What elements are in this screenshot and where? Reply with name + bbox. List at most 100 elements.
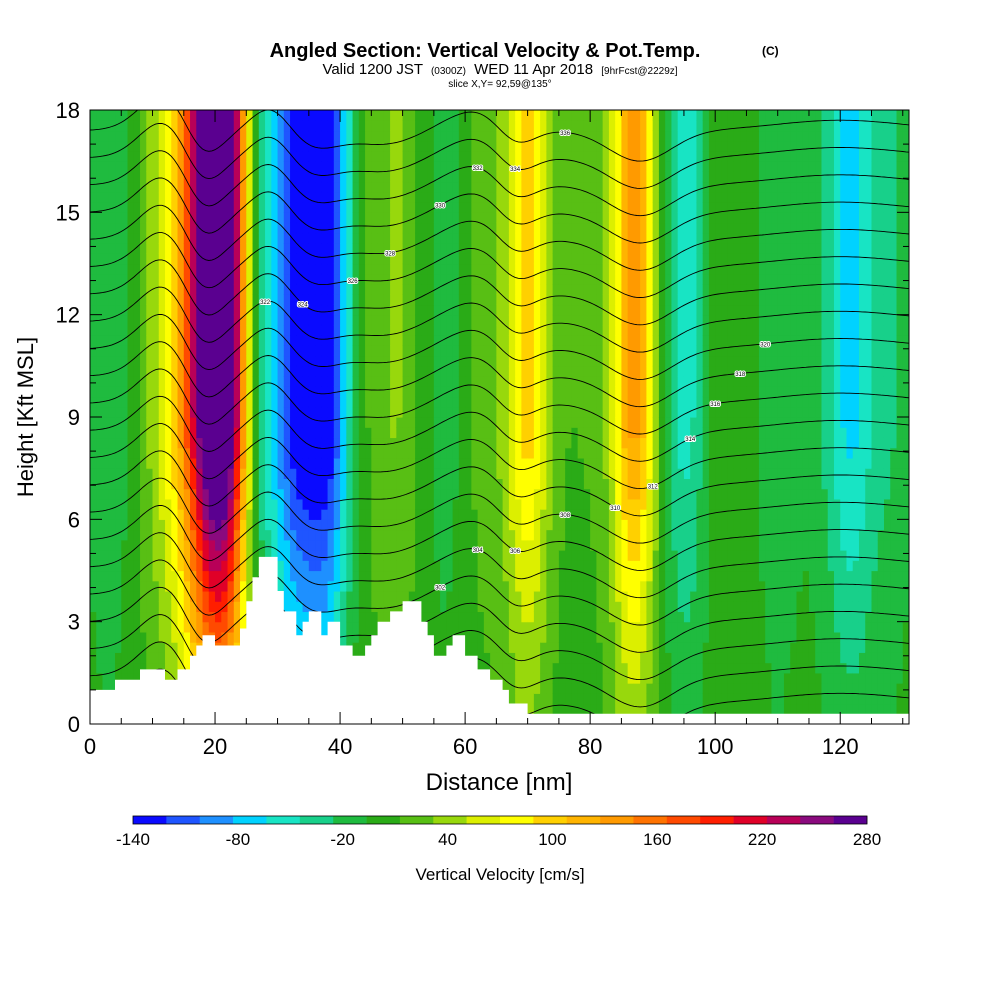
velocity-cell bbox=[315, 539, 322, 551]
velocity-cell bbox=[227, 283, 235, 295]
velocity-cell bbox=[133, 468, 141, 479]
velocity-cell bbox=[490, 642, 497, 653]
velocity-cell bbox=[558, 662, 566, 674]
velocity-cell bbox=[358, 161, 366, 172]
velocity-cell bbox=[96, 345, 104, 357]
velocity-cell bbox=[158, 447, 166, 459]
velocity-cell bbox=[277, 539, 285, 551]
velocity-cell bbox=[215, 294, 222, 306]
velocity-cell bbox=[308, 150, 316, 162]
velocity-cell bbox=[415, 283, 422, 295]
velocity-cell bbox=[302, 150, 310, 162]
velocity-cell bbox=[371, 550, 379, 561]
velocity-cell bbox=[527, 161, 535, 172]
velocity-cell bbox=[140, 396, 147, 408]
velocity-cell bbox=[565, 498, 572, 510]
velocity-cell bbox=[421, 294, 429, 306]
velocity-cell bbox=[458, 232, 466, 244]
velocity-cell bbox=[590, 181, 597, 193]
velocity-cell bbox=[233, 304, 241, 316]
velocity-cell bbox=[546, 498, 554, 510]
velocity-cell bbox=[583, 703, 591, 715]
velocity-cell bbox=[546, 601, 554, 613]
velocity-cell bbox=[515, 468, 522, 479]
velocity-cell bbox=[215, 427, 222, 439]
velocity-cell bbox=[546, 171, 554, 183]
velocity-cell bbox=[558, 560, 566, 572]
velocity-cell bbox=[490, 457, 497, 469]
velocity-cell bbox=[365, 140, 372, 152]
velocity-cell bbox=[158, 243, 166, 254]
velocity-cell bbox=[465, 222, 472, 234]
velocity-cell bbox=[221, 324, 229, 336]
velocity-cell bbox=[321, 191, 329, 203]
velocity-cell bbox=[590, 365, 597, 377]
velocity-cell bbox=[90, 427, 97, 439]
velocity-cell bbox=[427, 488, 435, 500]
velocity-cell bbox=[477, 294, 485, 306]
velocity-cell bbox=[102, 590, 110, 602]
velocity-cell bbox=[552, 601, 560, 613]
velocity-cell bbox=[346, 631, 354, 643]
velocity-cell bbox=[171, 140, 179, 152]
velocity-cell bbox=[496, 345, 504, 357]
velocity-cell bbox=[233, 294, 241, 306]
velocity-cell bbox=[590, 171, 597, 183]
velocity-cell bbox=[602, 693, 610, 705]
velocity-cell bbox=[433, 130, 441, 142]
velocity-cell bbox=[171, 488, 179, 500]
velocity-cell bbox=[508, 509, 516, 520]
velocity-cell bbox=[546, 570, 554, 582]
velocity-cell bbox=[515, 355, 522, 367]
velocity-cell bbox=[571, 314, 579, 326]
velocity-cell bbox=[102, 191, 110, 203]
velocity-cell bbox=[552, 611, 560, 623]
velocity-cell bbox=[252, 529, 260, 541]
velocity-cell bbox=[471, 120, 479, 132]
velocity-cell bbox=[290, 498, 297, 510]
velocity-cell bbox=[596, 631, 604, 643]
velocity-cell bbox=[340, 161, 347, 172]
velocity-cell bbox=[252, 406, 260, 418]
velocity-cell bbox=[590, 376, 597, 387]
velocity-cell bbox=[371, 181, 379, 193]
velocity-cell bbox=[108, 539, 116, 551]
velocity-cell bbox=[440, 427, 447, 439]
velocity-cell bbox=[496, 580, 504, 592]
velocity-cell bbox=[340, 529, 347, 541]
velocity-cell bbox=[258, 314, 266, 326]
velocity-cell bbox=[502, 519, 510, 531]
velocity-cell bbox=[533, 212, 541, 224]
velocity-cell bbox=[427, 202, 435, 213]
velocity-cell bbox=[277, 212, 285, 224]
velocity-cell bbox=[377, 232, 385, 244]
velocity-cell bbox=[171, 304, 179, 316]
velocity-cell bbox=[227, 478, 235, 490]
velocity-cell bbox=[421, 314, 429, 326]
velocity-cell bbox=[140, 437, 147, 449]
velocity-cell bbox=[227, 417, 235, 428]
velocity-cell bbox=[227, 386, 235, 398]
velocity-cell bbox=[90, 417, 97, 428]
velocity-cell bbox=[208, 417, 216, 428]
velocity-cell bbox=[502, 447, 510, 459]
velocity-cell bbox=[340, 263, 347, 275]
velocity-cell bbox=[483, 396, 491, 408]
velocity-cell bbox=[171, 529, 179, 541]
velocity-cell bbox=[127, 509, 135, 520]
velocity-cell bbox=[96, 294, 104, 306]
velocity-cell bbox=[352, 529, 360, 541]
velocity-cell bbox=[521, 202, 529, 213]
velocity-cell bbox=[596, 427, 604, 439]
velocity-cell bbox=[346, 447, 354, 459]
velocity-cell bbox=[240, 243, 247, 254]
velocity-cell bbox=[477, 181, 485, 193]
velocity-cell bbox=[240, 263, 247, 275]
velocity-cell bbox=[477, 437, 485, 449]
velocity-cell bbox=[271, 335, 279, 346]
velocity-cell bbox=[246, 590, 254, 602]
velocity-cell bbox=[496, 120, 504, 132]
velocity-cell bbox=[558, 324, 566, 336]
velocity-cell bbox=[215, 171, 222, 183]
velocity-cell bbox=[115, 386, 122, 398]
